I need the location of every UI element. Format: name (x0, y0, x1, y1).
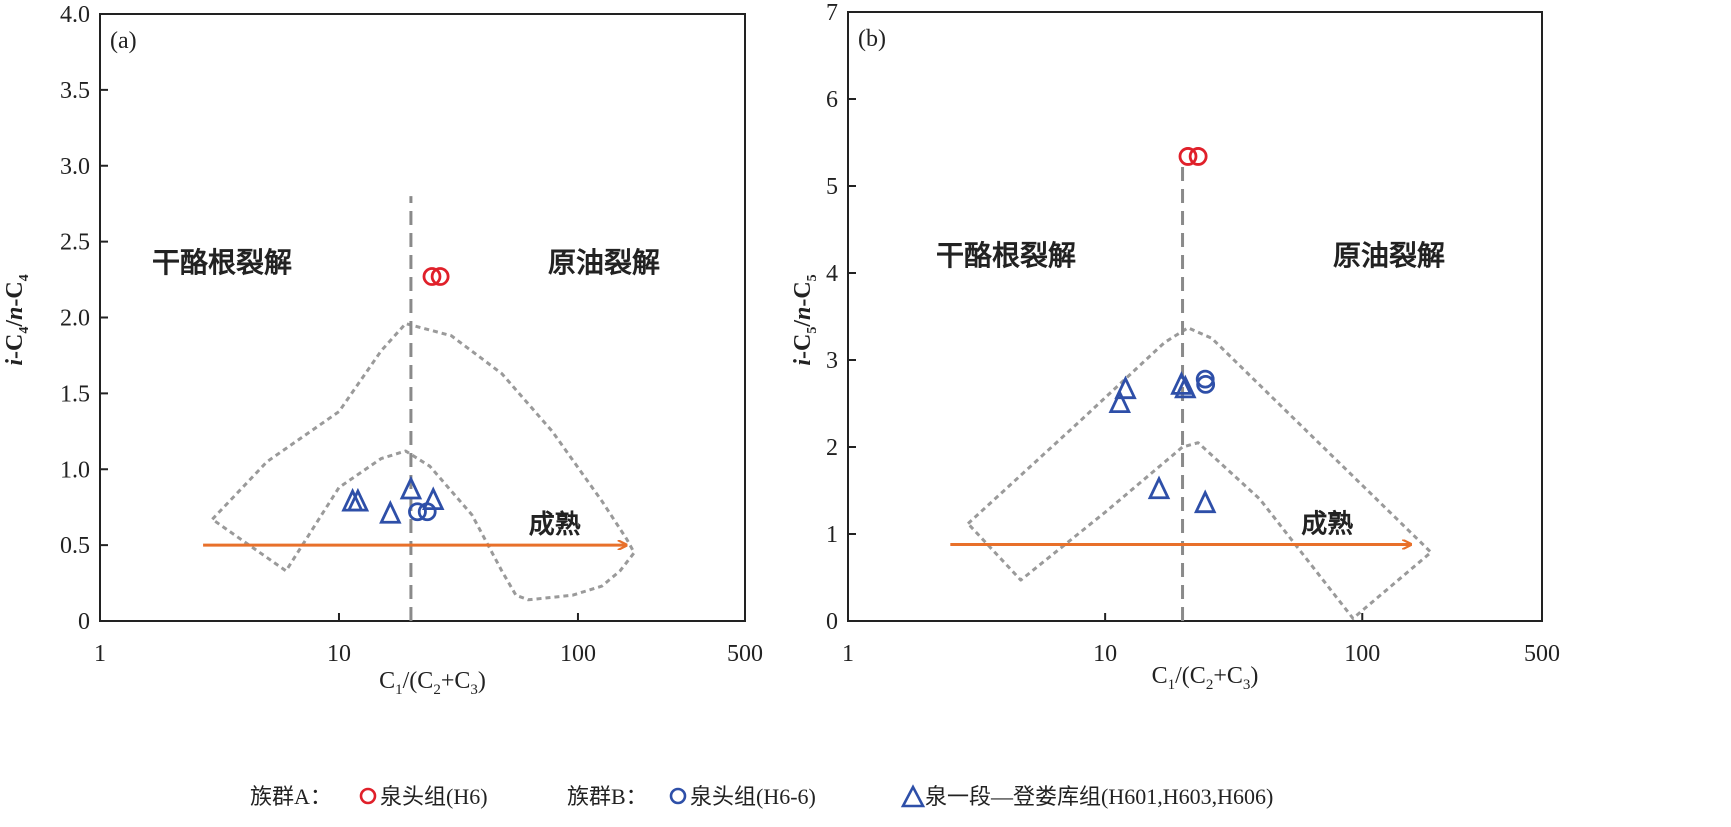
panel-label: (a) (110, 28, 137, 54)
y-tick-label: 2.5 (60, 230, 90, 256)
region-label-kerogen-cracking: 干酪根裂解 (936, 239, 1076, 272)
x-axis-label-part: ) (1250, 663, 1258, 689)
data-point-circle-group-b (408, 502, 427, 522)
data-point-triangle-group-b (1108, 389, 1131, 414)
legend-group-a-label: 族群A： (250, 784, 332, 809)
maturity-envelope (966, 326, 1433, 620)
data-point-triangle-group-b (1147, 475, 1171, 500)
x-axis-label: C1/(C2+C3) (1152, 663, 1259, 693)
y-axis-label-part: -C (2, 334, 28, 359)
arrow-label-maturity: 成熟 (529, 509, 581, 539)
data-point-circle-group-a (1178, 147, 1198, 166)
y-tick-label: 4 (826, 261, 838, 287)
x-axis-label-part: ) (478, 668, 486, 694)
y-axis-label-part: 4 (17, 274, 32, 281)
y-tick-label: 7 (826, 0, 838, 26)
legend-group-a-series: 泉头组(H6) (380, 784, 488, 809)
y-tick-label: 3.0 (60, 154, 90, 180)
panel-a: 00.51.01.52.02.53.03.54.01 10 100 500C1/(C2… (2, 2, 763, 698)
x-axis-label-part: 3 (470, 682, 478, 698)
y-axis-label-part: -C (790, 334, 816, 359)
x-axis-label-part: +C (441, 668, 471, 694)
data-point-triangle-group-b (399, 475, 423, 500)
maturity-envelope (210, 322, 636, 602)
x-axis-label-part: /(C (403, 668, 434, 694)
x-axis-label-part: 1 (395, 682, 403, 698)
plot-frame (847, 11, 1543, 622)
x-tick-label: 10 (1093, 641, 1117, 667)
legend-group-b-label: 族群B： (567, 784, 648, 809)
x-axis-label-part: 3 (1243, 677, 1251, 693)
y-axis-label-part: i (2, 359, 28, 366)
y-axis-label-part: -C (790, 281, 816, 306)
plot-frame (99, 13, 746, 622)
y-tick-label: 6 (826, 87, 838, 113)
x-axis-label-part: C (379, 668, 395, 694)
arrow-label-maturity: 成熟 (1301, 508, 1353, 538)
y-tick-label: 0.5 (60, 533, 90, 559)
y-tick-label: 2 (826, 435, 838, 461)
y-axis-label-part: 5 (805, 327, 820, 334)
data-point-circle-group-b (417, 502, 437, 522)
y-axis-label-part: -C (2, 281, 28, 306)
y-tick-label: 1 (826, 522, 838, 548)
x-axis-label-part: +C (1213, 663, 1243, 689)
y-axis-label-part: 5 (805, 274, 820, 281)
y-tick-label: 5 (826, 174, 838, 200)
y-tick-label: 0 (78, 609, 90, 635)
legend-group-b-triangle-series: 泉一段—登娄库组(H601,H603,H606) (925, 784, 1273, 809)
y-tick-label: 3.5 (60, 78, 90, 104)
data-point-triangle-group-b (1114, 375, 1137, 400)
y-tick-label: 1.5 (60, 381, 90, 407)
panel-label: (b) (858, 26, 886, 52)
y-axis-label-part: n (2, 307, 28, 320)
x-tick-label: 10 (327, 641, 351, 667)
x-tick-label: 500 (1524, 641, 1560, 667)
data-point-circle-group-a (422, 267, 442, 286)
data-point-circle-group-a (1188, 147, 1208, 166)
legend-marker-group-b-circle (669, 787, 687, 805)
y-axis-label: i-C4/n-C4 (2, 274, 32, 365)
data-point-triangle-group-b (422, 486, 445, 511)
data-point-triangle-group-b (346, 487, 370, 512)
legend-marker-group-b-triangle (900, 784, 926, 808)
x-axis-label-part: C (1152, 663, 1168, 689)
legend-marker-group-a-circle (359, 787, 377, 805)
region-label-kerogen-cracking: 干酪根裂解 (152, 246, 292, 279)
data-point-triangle-group-b (1174, 374, 1197, 399)
data-point-triangle-group-b (1193, 489, 1217, 514)
y-axis-label-part: / (2, 320, 28, 328)
y-tick-label: 4.0 (60, 2, 90, 28)
x-tick-label: 1 (842, 641, 854, 667)
x-tick-label: 1 (94, 641, 106, 667)
data-point-triangle-group-b (379, 499, 402, 524)
x-axis-label-part: 2 (433, 682, 441, 698)
x-tick-label: 100 (1344, 641, 1380, 667)
y-tick-label: 1.0 (60, 457, 90, 483)
legend-group-b-circle-series: 泉头组(H6-6) (690, 784, 816, 809)
y-axis-label-part: i (790, 359, 816, 366)
y-tick-label: 2.0 (60, 306, 90, 332)
x-axis-label: C1/(C2+C3) (379, 668, 486, 698)
y-axis-label-part: / (790, 320, 816, 328)
data-point-triangle-group-b (1170, 371, 1193, 395)
y-tick-label: 3 (826, 348, 838, 374)
x-tick-label: 100 (560, 641, 596, 667)
x-axis-label-part: 1 (1168, 677, 1176, 693)
data-point-circle-group-a (430, 267, 450, 286)
data-point-circle-group-b (1196, 374, 1216, 394)
x-axis-label-part: 2 (1206, 677, 1214, 693)
y-axis-label-part: 4 (17, 327, 32, 334)
x-tick-label: 500 (727, 641, 763, 667)
region-label-oil-cracking: 原油裂解 (548, 247, 660, 279)
legend: 族群A： 泉头组(H6) 族群B： 泉头组(H6-6) 泉一段—登娄库组(H60… (250, 784, 1273, 809)
y-tick-label: 0 (826, 609, 838, 635)
y-axis-label: i-C5/n-C5 (790, 274, 820, 365)
y-axis-label-part: n (790, 307, 816, 320)
x-axis-label-part: /(C (1175, 663, 1206, 689)
region-label-oil-cracking: 原油裂解 (1333, 240, 1445, 272)
